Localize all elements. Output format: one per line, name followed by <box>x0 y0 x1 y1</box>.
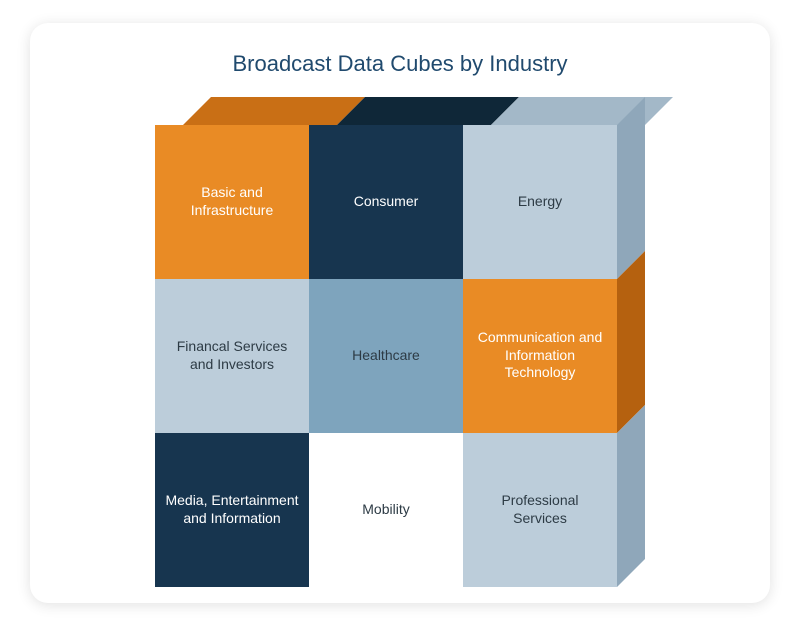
cube-top-face <box>183 97 645 125</box>
cube-cell-label: Energy <box>518 193 562 211</box>
cube-cell-label: Mobility <box>362 501 409 519</box>
cube-top-cell <box>491 97 673 125</box>
cube-side-face <box>617 125 645 587</box>
cube-cell-label: Communication and Information Technology <box>473 329 607 382</box>
cube-cell-label: Consumer <box>354 193 419 211</box>
cube-cell-label: Media, Entertainment and Information <box>165 492 299 527</box>
diagram-title: Broadcast Data Cubes by Industry <box>232 51 567 77</box>
cube-top-cell <box>337 97 519 125</box>
cube-cell: Consumer <box>309 125 463 279</box>
cube-cell: Basic and Infrastructure <box>155 125 309 279</box>
cube-cell: Healthcare <box>309 279 463 433</box>
cube-cell: Communication and Information Technology <box>463 279 617 433</box>
cube-cell: Mobility <box>309 433 463 587</box>
cube-cell-label: Healthcare <box>352 347 420 365</box>
cube-cell-label: Professional Services <box>473 492 607 527</box>
cube-cell-label: Basic and Infrastructure <box>165 184 299 219</box>
cube-side-cell <box>617 251 645 433</box>
cube-cell-label: Financal Services and Investors <box>165 338 299 373</box>
cube-cell: Energy <box>463 125 617 279</box>
cube-front-grid: Basic and Infrastructure Consumer Energy Fi… <box>155 125 617 587</box>
diagram-card: Broadcast Data Cubes by Industry Basic a… <box>30 23 770 603</box>
cube-scene: Basic and Infrastructure Consumer Energy Fi… <box>155 97 645 573</box>
cube-side-cell <box>617 405 645 587</box>
cube-top-cell <box>183 97 365 125</box>
cube-cell: Financal Services and Investors <box>155 279 309 433</box>
cube-cell: Professional Services <box>463 433 617 587</box>
cube-cell: Media, Entertainment and Information <box>155 433 309 587</box>
cube-side-cell <box>617 97 645 279</box>
